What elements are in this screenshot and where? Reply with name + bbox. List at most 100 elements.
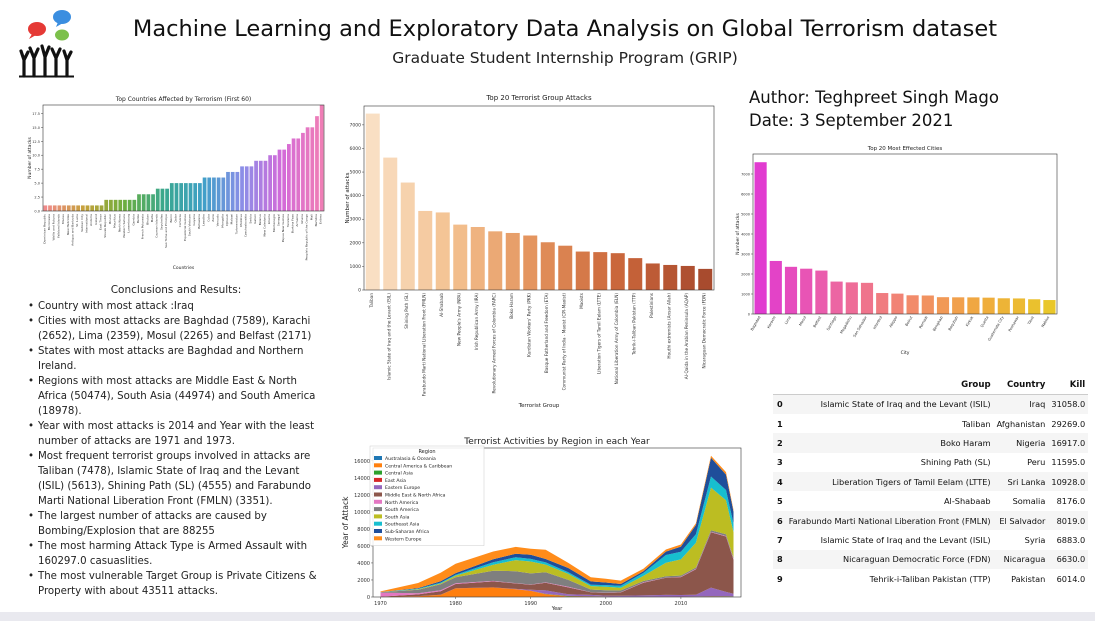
x-tick-label: Maoists (579, 293, 584, 309)
row-index: 1 (777, 418, 783, 429)
bar (113, 199, 118, 211)
x-tick-label: Ghana (300, 214, 304, 224)
row-kill: 8176.0 (1056, 496, 1086, 507)
x-tick-label: Benghazi (932, 316, 944, 332)
table-row: 0 Islamic State of Iraq and the Levant (I… (773, 394, 1089, 414)
legend-entry: Eastern Europe (385, 485, 420, 491)
x-tick-label: Baqubah (948, 316, 959, 332)
table-header-group: Group (785, 376, 994, 395)
groups-bar-chart: Top 20 Terrorist Group Attacks 0 1000 2000 3… (345, 94, 715, 409)
x-tick-label: Mali (309, 214, 313, 220)
x-tick-label: Vanuatu (216, 214, 220, 226)
row-country: El Salvador (999, 515, 1046, 526)
row-group: Islamic State of Iraq and the Levant (IS… (820, 534, 991, 545)
bar (815, 270, 828, 314)
author-block: Author: Teghpreet Singh Mago Date: 3 Sep… (749, 86, 999, 132)
y-axis-label: Number of attacks (735, 212, 741, 254)
bar (212, 177, 216, 211)
x-tick-label: Nicaraguan Democratic Force (FDN) (701, 293, 706, 369)
bar (296, 138, 301, 211)
x-tick-label: South Vietnam (188, 214, 192, 236)
x-tick-label: Mogadishu (839, 316, 852, 335)
x-tick-label: Houthi extremists (Ansar Allah) (666, 293, 671, 359)
bar (146, 194, 151, 211)
x-tick-label: Liberia (267, 214, 271, 224)
row-kill: 6883.0 (1056, 534, 1086, 545)
legend-swatch (374, 521, 382, 526)
bar (936, 297, 950, 314)
y-tick-label: 12000 (354, 493, 370, 499)
legend-swatch (374, 456, 382, 460)
legend-swatch (374, 514, 382, 519)
x-tick-label: Tanzania (286, 214, 290, 228)
bar (127, 199, 132, 211)
bar (43, 205, 48, 211)
bar (48, 205, 52, 211)
row-index: 7 (777, 534, 783, 545)
bar (921, 295, 934, 314)
y-tick-label: 0 (367, 595, 370, 601)
x-tick-label: Serbia (248, 214, 252, 224)
y-tick-label: 15.0 (32, 126, 40, 130)
y-tick-label: 6000 (350, 146, 362, 152)
x-tick-label: Guatemala City (987, 315, 1005, 342)
y-tick-label: 10000 (354, 510, 370, 516)
x-tick-label: 2010 (675, 601, 688, 607)
row-kill: 16917.0 (1051, 437, 1086, 448)
legend-entry: East Asia (385, 478, 406, 484)
row-kill: 8019.0 (1056, 515, 1086, 526)
y-tick-label: 0.0 (34, 210, 40, 214)
page-title: Machine Learning and Exploratory Data An… (132, 16, 998, 42)
row-country: Nigeria (1016, 437, 1046, 448)
bar (123, 199, 127, 211)
bar (165, 188, 169, 211)
bar (193, 183, 198, 211)
x-tick-label: Namibia (314, 214, 318, 227)
bar (230, 171, 235, 211)
area-series (380, 476, 734, 593)
conclusion-item: The largest number of attacks are caused… (26, 509, 326, 539)
y-tick-label: 2.5 (34, 196, 40, 200)
bar (155, 188, 160, 211)
bar (628, 258, 643, 290)
x-tick-label: Beirut (905, 315, 914, 327)
bar (169, 183, 174, 211)
x-tick-label: Qatar (173, 213, 177, 222)
row-index: 3 (777, 457, 783, 468)
conclusion-item: Year with most attacks is 2014 and Year … (26, 419, 326, 449)
region-chart: Terrorist Activities by Region in each Y… (340, 434, 750, 612)
table-row: 2 Boko Haram Nigeria 16917.0 (773, 433, 1089, 453)
bar (593, 252, 608, 290)
x-tick-label: Sao Tome and Principe (164, 214, 168, 248)
x-tick-label: Micronesia (47, 214, 51, 230)
bar (76, 205, 80, 211)
legend-swatch (374, 492, 382, 497)
y-tick-label: 4000 (741, 233, 750, 237)
bar (860, 282, 874, 314)
conclusions-list: Country with most attack :Iraq Cities wi… (26, 299, 326, 599)
bar (198, 183, 202, 211)
bar (85, 205, 90, 211)
table-row: 1 Taliban Afghanistan 29269.0 (773, 414, 1088, 433)
bar (254, 160, 258, 211)
legend-swatch (374, 477, 382, 482)
bottom-strip (0, 612, 1095, 621)
x-tick-label: Benin (169, 214, 173, 223)
table-row: 5 Al-Shabaab Somalia 8176.0 (773, 491, 1088, 510)
bar (845, 282, 858, 314)
bar (698, 268, 713, 290)
x-tick-label: Turkmenistan (234, 214, 238, 235)
y-tick-label: 14000 (354, 476, 370, 482)
x-tick-label: Wallis and Futuna (52, 214, 56, 241)
y-tick-label: 3000 (350, 217, 362, 223)
x-tick-label: Taliban (369, 293, 374, 309)
x-tick-label: Botswana (197, 214, 201, 229)
legend-entry: North America (385, 500, 418, 506)
bar (365, 113, 380, 290)
bar (118, 199, 123, 211)
row-kill: 6014.0 (1056, 573, 1086, 584)
kill-table: Group Country Kill 0 Islamic State of Ira… (773, 376, 1089, 588)
row-kill: 11595.0 (1051, 457, 1086, 468)
bar (488, 231, 503, 290)
